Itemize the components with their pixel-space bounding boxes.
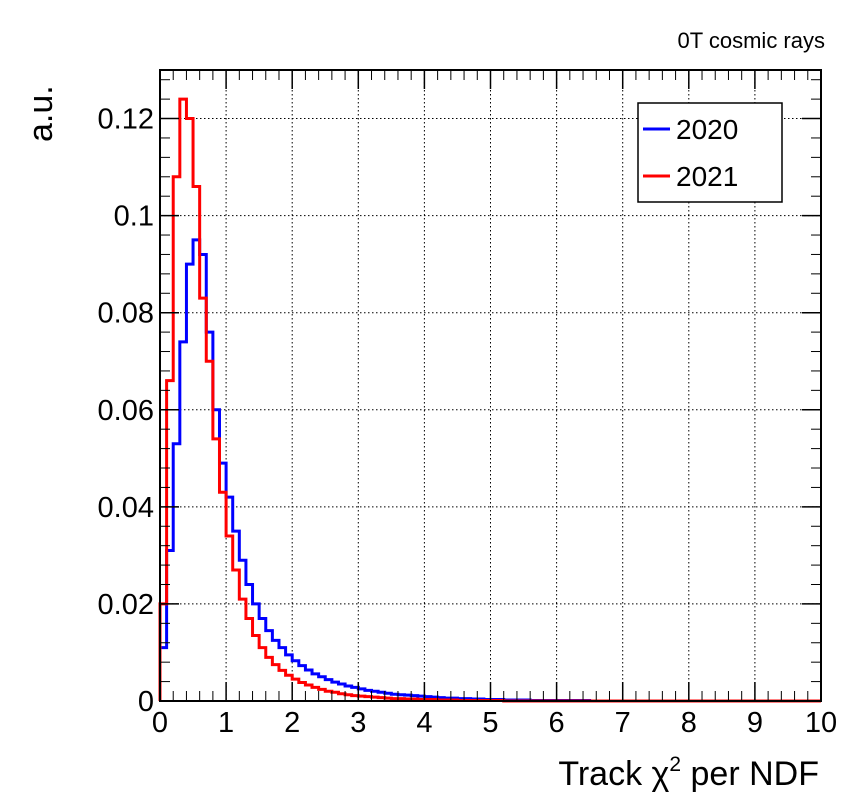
y-tick-label: 0.12 [98,104,154,136]
y-axis-title: a.u. [22,85,60,142]
chart-annotation: 0T cosmic rays [677,28,825,53]
y-tick-label: 0.06 [98,395,154,427]
x-axis-title-superscript: 2 [669,753,681,776]
x-tick-label: 7 [615,707,631,739]
x-tick-label: 9 [747,707,763,739]
tick-labels: 0 1 2 3 4 5 6 7 8 9 10 0 0.02 0.04 0.06 0.08 0.1 0.12 [98,104,838,739]
legend-label-2021: 2021 [676,161,738,192]
x-tick-label: 4 [416,707,432,739]
x-tick-label: 10 [805,707,837,739]
y-tick-label: 0.1 [114,201,154,233]
x-tick-label: 2 [284,707,300,739]
y-tick-label: 0.08 [98,298,154,330]
y-tick-label: 0 [138,686,154,718]
x-tick-label: 6 [549,707,565,739]
legend-label-2020: 2020 [676,114,738,145]
x-axis-title-symbol: χ [652,755,670,793]
plot-frame [159,69,822,702]
x-axis-title: Track χ2 per NDF [558,753,819,793]
x-tick-label: 3 [350,707,366,739]
x-tick-label: 1 [218,707,234,739]
x-tick-label: 5 [482,707,498,739]
y-tick-label: 0.04 [98,492,154,524]
x-axis-title-suffix: per NDF [681,755,819,793]
y-tick-label: 0.02 [98,589,154,621]
legend: 2020 2021 [637,102,783,203]
legend-box [637,102,783,203]
x-tick-label: 0 [152,707,168,739]
x-tick-label: 8 [681,707,697,739]
x-axis-title-prefix: Track [558,755,651,793]
